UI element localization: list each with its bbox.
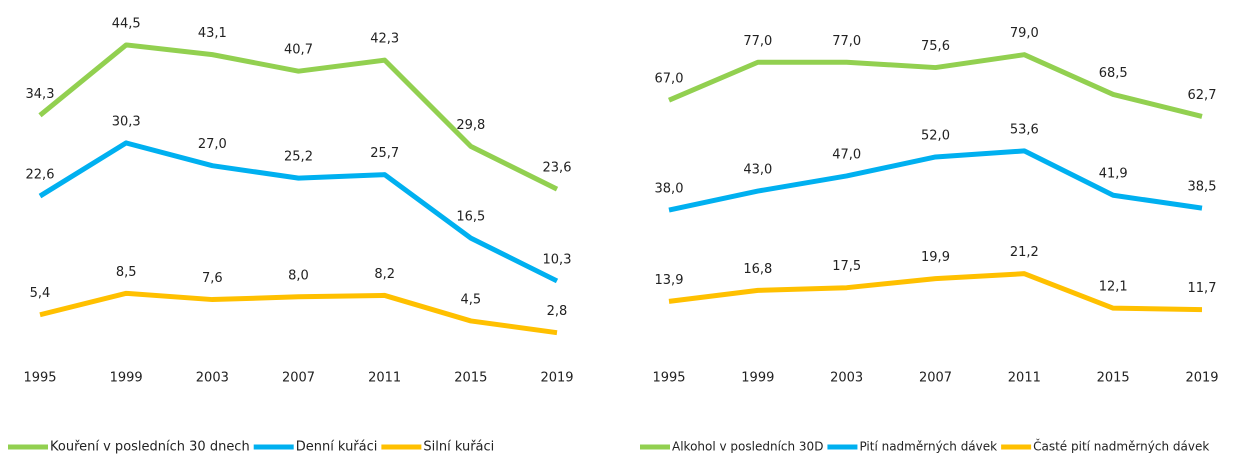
x-tick-label: 2019 (1185, 371, 1218, 386)
data-label: 25,7 (370, 146, 399, 161)
legend-label: Kouření v posledních 30 dnech (50, 440, 250, 455)
x-tick-label: 2003 (830, 371, 863, 386)
x-tick-label: 2015 (454, 371, 487, 386)
series-line (668, 52, 1203, 119)
data-label: 53,6 (1010, 122, 1039, 137)
data-label: 62,7 (1188, 88, 1217, 103)
x-tick-label: 2019 (540, 371, 573, 386)
data-label: 68,5 (1099, 66, 1128, 81)
data-label: 42,3 (370, 32, 399, 47)
x-tick-label: 1999 (741, 371, 774, 386)
data-label: 8,0 (288, 268, 309, 283)
data-label: 10,3 (543, 252, 572, 267)
data-label: 25,2 (284, 150, 313, 165)
data-label: 19,9 (921, 250, 950, 265)
legend-label: Pití nadměrných dávek (859, 440, 997, 454)
data-label: 44,5 (112, 16, 141, 31)
data-label: 21,2 (1010, 245, 1039, 260)
data-label: 43,0 (743, 163, 772, 178)
data-label: 22,6 (26, 168, 55, 183)
x-tick-label: 2003 (196, 371, 229, 386)
data-label: 17,5 (832, 259, 861, 274)
data-label: 16,8 (743, 262, 772, 277)
data-label: 34,3 (26, 87, 55, 102)
data-label: 29,8 (456, 118, 485, 133)
x-tick-label: 2015 (1097, 371, 1130, 386)
data-label: 79,0 (1010, 26, 1039, 41)
series-line (38, 140, 559, 284)
data-label: 41,9 (1099, 167, 1128, 182)
data-label: 77,0 (743, 34, 772, 49)
x-tick-label: 2011 (368, 371, 401, 386)
data-label: 38,0 (655, 182, 684, 197)
data-label: 27,0 (198, 137, 227, 152)
x-tick-label: 1995 (652, 371, 685, 386)
data-label: 4,5 (460, 292, 481, 307)
legend-label: Časté pití nadměrných dávek (1033, 439, 1209, 454)
series-line (668, 271, 1203, 313)
data-label: 43,1 (198, 26, 227, 41)
data-label: 2,8 (547, 304, 568, 319)
data-label: 67,0 (655, 72, 684, 87)
series-line (39, 290, 558, 336)
data-label: 52,0 (921, 128, 950, 143)
data-label: 7,6 (202, 271, 223, 286)
data-label: 13,9 (655, 273, 684, 288)
data-label: 8,2 (374, 267, 395, 282)
x-tick-label: 1995 (23, 371, 56, 386)
x-tick-label: 2007 (282, 371, 315, 386)
data-label: 75,6 (921, 39, 950, 54)
legend-label: Alkohol v posledních 30D (672, 440, 823, 454)
data-label: 77,0 (832, 34, 861, 49)
series-line (38, 42, 559, 192)
x-tick-label: 1999 (110, 371, 143, 386)
legend-label: Denní kuřáci (296, 440, 378, 455)
data-label: 8,5 (116, 265, 137, 280)
data-label: 16,5 (456, 210, 485, 225)
data-label: 30,3 (112, 114, 141, 129)
data-label: 23,6 (543, 161, 572, 176)
data-label: 5,4 (30, 286, 51, 301)
legend-label: Silní kuřáci (423, 440, 494, 455)
data-label: 47,0 (832, 147, 861, 162)
data-label: 40,7 (284, 43, 313, 58)
data-label: 12,1 (1099, 280, 1128, 295)
series-line (668, 148, 1203, 213)
data-label: 38,5 (1188, 180, 1217, 195)
data-label: 11,7 (1188, 281, 1217, 296)
x-tick-label: 2011 (1008, 371, 1041, 386)
x-tick-label: 2007 (919, 371, 952, 386)
